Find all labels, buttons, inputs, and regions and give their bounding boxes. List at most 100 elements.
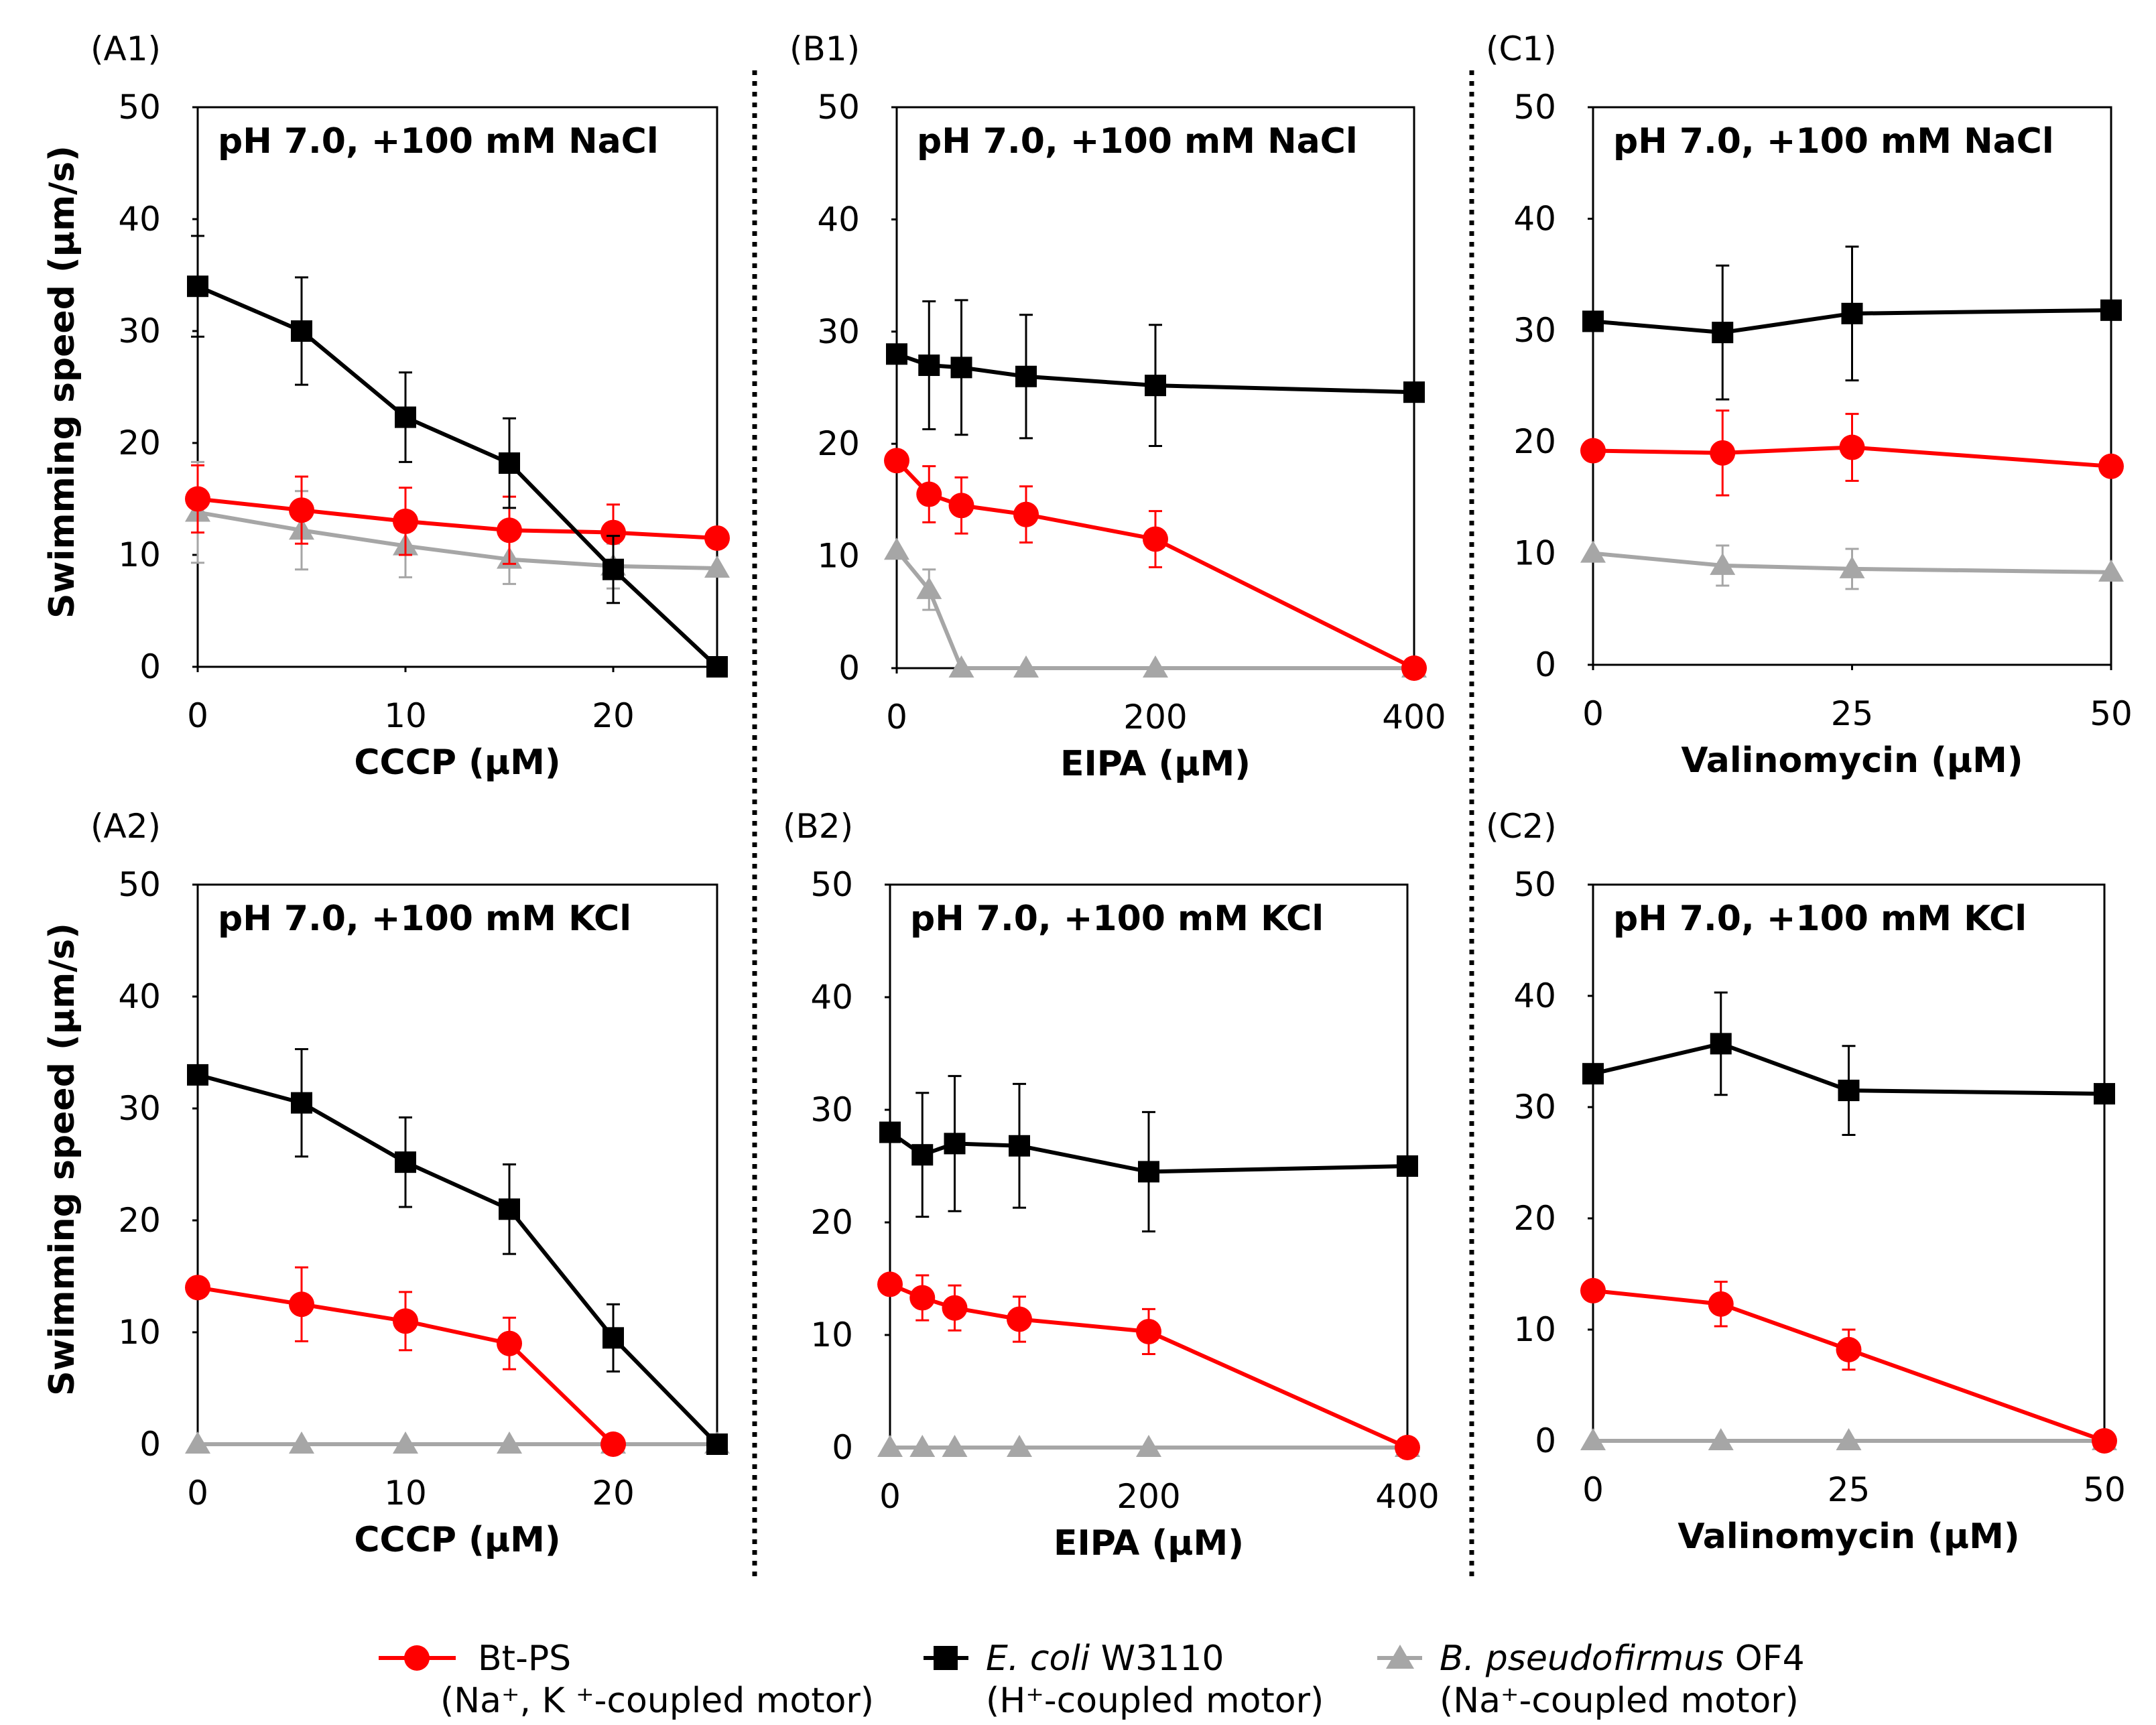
series-line-ecoli (197, 1073, 719, 1446)
legend-label-bpseudo-rest: OF4 (1724, 1639, 1804, 1679)
y-tick-label-b1: 50 (817, 88, 860, 127)
data-point-bpseudo (289, 1431, 314, 1454)
panel-b2: (B2) pH 7.0, +100 mM KCl 0 10 20 30 40 50 0 200 40… (783, 807, 1440, 1563)
data-point-bt (289, 1291, 314, 1318)
legend-label-ecoli-italic: E. coli (986, 1639, 1090, 1679)
y-tick-label-c1: 10 (1513, 534, 1556, 573)
data-point-bt (1143, 526, 1168, 552)
data-point-bpseudo (909, 1435, 936, 1457)
x-tick-label-b2: 0 (879, 1477, 901, 1516)
y-tick-label-a1: 10 (118, 535, 161, 574)
data-point-ecoli (911, 1144, 934, 1166)
panel-label-b1: (B1) (789, 29, 860, 68)
data-point-bpseudo (1580, 540, 1606, 563)
series-ecoli-a2 (187, 1047, 728, 1455)
x-axis-title-a2: CCCP (μM) (354, 1520, 560, 1560)
x-tick-label-a2: 10 (384, 1474, 427, 1513)
legend-sublabel-bpseudo: (Na⁺-coupled motor) (1440, 1681, 1799, 1721)
panel-label-a1: (A1) (90, 29, 161, 68)
y-tick-label-b2: 10 (810, 1316, 853, 1354)
data-point-bpseudo (1710, 552, 1736, 575)
y-tick-label-a2: 20 (118, 1201, 161, 1240)
y-tick-label-a1: 30 (118, 312, 161, 350)
data-point-ecoli (395, 1151, 416, 1173)
panel-label-a2: (A2) (90, 807, 161, 846)
data-point-bt (185, 1275, 210, 1301)
y-tick-label-c2: 50 (1513, 865, 1556, 904)
data-point-ecoli (291, 1092, 312, 1114)
x-axis-title-b2: EIPA (μM) (1054, 1523, 1244, 1563)
y-tick-label-b2: 50 (810, 865, 853, 904)
x-axis-title-b1: EIPA (μM) (1060, 744, 1251, 784)
y-tick-label-a2: 40 (118, 977, 161, 1016)
data-point-ecoli (1138, 1161, 1159, 1183)
panel-a2: (A2) pH 7.0, +100 mM KCl 0 10 20 30 40 50 0 10 20 C… (90, 807, 730, 1560)
data-point-bt (1013, 501, 1039, 527)
y-tick-label-c1: 50 (1513, 88, 1556, 127)
data-point-bpseudo (877, 1435, 903, 1457)
data-point-bt (1836, 1336, 1862, 1362)
y-tick-label-c2: 20 (1513, 1199, 1556, 1238)
plot-title-b1: pH 7.0, +100 mM NaCl (917, 121, 1358, 162)
data-point-bpseudo (942, 1435, 968, 1457)
legend-label-bpseudo-italic: B. pseudofirmus (1440, 1639, 1724, 1679)
data-point-bpseudo (185, 1431, 210, 1454)
data-point-bt (497, 1330, 522, 1356)
data-point-bt (600, 519, 626, 546)
x-tick-label-c1: 0 (1582, 694, 1604, 733)
series-bt-c1 (1580, 409, 2124, 497)
data-point-bpseudo (1136, 1435, 1161, 1457)
plot-title-a2: pH 7.0, +100 mM KCl (218, 899, 631, 939)
data-point-bt (393, 1308, 418, 1334)
series-ecoli-c2 (1582, 991, 2115, 1136)
y-tick-label-b2: 0 (832, 1428, 853, 1467)
y-tick-label-c2: 30 (1513, 1088, 1556, 1127)
data-point-bt (1839, 434, 1865, 460)
y-tick-label-c1: 20 (1513, 422, 1556, 461)
x-tick-label-b1: 400 (1382, 698, 1446, 737)
legend-label-ecoli: E. coli W3110 (986, 1639, 1224, 1679)
y-tick-label-a2: 50 (118, 865, 161, 904)
plot-title-a1: pH 7.0, +100 mM NaCl (218, 121, 659, 162)
x-axis-title-a1: CCCP (μM) (354, 743, 560, 783)
x-tick-label-c1: 25 (1831, 694, 1874, 733)
series-line-ecoli (1592, 308, 2112, 335)
y-tick-label-b2: 40 (810, 978, 853, 1017)
y-tick-label-b1: 10 (817, 537, 860, 576)
data-point-bt (884, 448, 909, 474)
data-point-ecoli (1841, 302, 1863, 324)
data-point-ecoli (1710, 1033, 1732, 1055)
data-point-bpseudo (948, 655, 974, 678)
data-point-ecoli (1015, 365, 1037, 387)
y-tick-label-c2: 40 (1513, 976, 1556, 1015)
y-tick-label-b1: 0 (838, 649, 860, 688)
data-point-bpseudo (1839, 556, 1865, 578)
series-bpseudo-b2 (877, 1435, 1420, 1457)
data-point-ecoli (1145, 375, 1166, 397)
data-point-bpseudo (1580, 1428, 1606, 1450)
y-tick-label-c1: 30 (1513, 311, 1556, 350)
series-line-bt (197, 497, 718, 540)
x-tick-label-a1: 0 (187, 696, 208, 735)
series-bpseudo-c1 (1580, 540, 2124, 590)
data-point-ecoli (187, 1064, 208, 1086)
x-tick-label-c1: 50 (2090, 694, 2133, 733)
y-tick-label-b2: 30 (810, 1090, 853, 1129)
x-tick-label-c2: 50 (2083, 1470, 2126, 1509)
data-point-bpseudo (916, 576, 942, 599)
x-tick-label-b2: 400 (1375, 1477, 1439, 1516)
y-tick-label-a2: 10 (118, 1313, 161, 1352)
data-point-bt (1136, 1318, 1161, 1344)
data-point-bt (1401, 655, 1427, 681)
data-point-bpseudo (2098, 559, 2124, 582)
data-point-bpseudo (1836, 1428, 1862, 1450)
data-point-bpseudo (1013, 655, 1039, 678)
data-point-bt (877, 1271, 903, 1297)
x-tick-label-c2: 0 (1582, 1470, 1604, 1509)
data-point-ecoli (603, 1327, 624, 1349)
data-point-bpseudo (497, 1431, 522, 1454)
y-tick-label-b2: 20 (810, 1203, 853, 1242)
legend-sublabel-bt-ps: (Na⁺, K ⁺-coupled motor) (440, 1681, 874, 1721)
y-tick-label-c2: 10 (1513, 1310, 1556, 1349)
data-point-ecoli (1838, 1080, 1860, 1102)
